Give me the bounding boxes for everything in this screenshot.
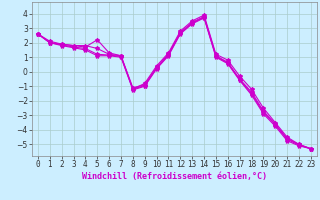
X-axis label: Windchill (Refroidissement éolien,°C): Windchill (Refroidissement éolien,°C) (82, 172, 267, 181)
